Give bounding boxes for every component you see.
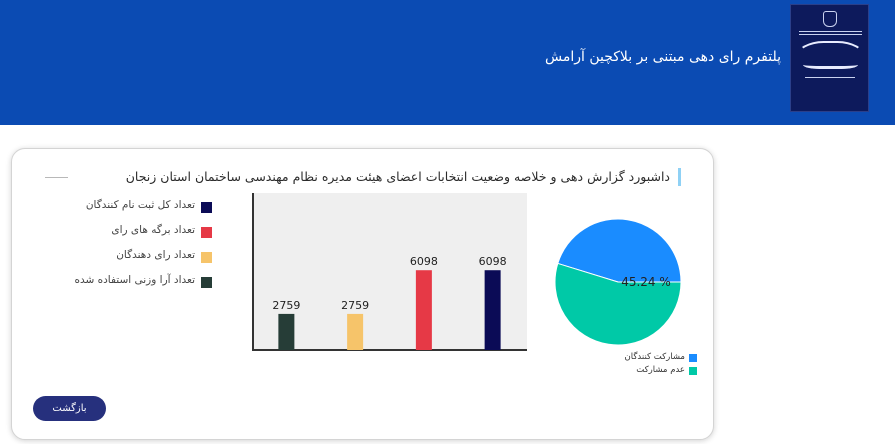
bar-4 (278, 313, 295, 350)
bar-chart: 2759 2759 6098 6098 (252, 193, 527, 351)
legend-swatch (689, 354, 697, 362)
bar-3 (347, 313, 364, 350)
bar-data-label: 6098 (410, 255, 438, 268)
bar-plot-area (252, 193, 527, 350)
legend-item: تعداد کل ثبت نام کنندگان (52, 199, 212, 224)
bar-chart-legend: تعداد کل ثبت نام کنندگان تعداد برگه های ر… (52, 199, 212, 299)
emblem-icon (823, 11, 837, 27)
legend-swatch (201, 252, 212, 263)
pie-slice-1 (557, 218, 682, 283)
dashboard-title: داشبورد گزارش دهی و خلاصه وضعیت انتخابات… (126, 168, 681, 186)
legend-label: تعداد برگه های رای (111, 224, 195, 236)
bar-data-label: 2759 (341, 299, 369, 312)
bar-data-label: 6098 (479, 255, 507, 268)
pie-data-label: 45.24 % (621, 275, 671, 289)
legend-label: مشارکت کنندگان (624, 352, 685, 362)
legend-item: تعداد آرا وزنی استفاده شده (52, 274, 212, 299)
legend-label: عدم مشارکت (636, 365, 685, 375)
dashboard-card: داشبورد گزارش دهی و خلاصه وضعیت انتخابات… (11, 148, 714, 440)
legend-item: تعداد رای دهندگان (52, 249, 212, 274)
pie-legend-item: عدم مشارکت (612, 365, 697, 378)
legend-swatch (201, 202, 212, 213)
legend-item: تعداد برگه های رای (52, 224, 212, 249)
pie-chart-legend: مشارکت کنندگان عدم مشارکت (612, 352, 697, 378)
pie-legend-item: مشارکت کنندگان (612, 352, 697, 365)
legend-label: تعداد رای دهندگان (116, 249, 195, 261)
pie-chart: 45.24 % (554, 218, 682, 346)
bar-2 (415, 270, 432, 350)
pie-slice-2 (554, 262, 682, 346)
legend-label: تعداد کل ثبت نام کنندگان (85, 199, 195, 211)
app-header: پلتفرم رای دهی مبتنی بر بلاکچین آرامش (0, 0, 895, 125)
bar-data-label: 2759 (272, 299, 300, 312)
legend-swatch (201, 277, 212, 288)
legend-label: تعداد آرا وزنی استفاده شده (74, 274, 195, 286)
election-logo (790, 4, 869, 112)
legend-swatch (201, 227, 212, 238)
legend-swatch (689, 367, 697, 375)
title-divider (45, 177, 68, 178)
bar-1 (484, 270, 501, 350)
back-button[interactable]: بازگشت (33, 396, 106, 421)
app-title: پلتفرم رای دهی مبتنی بر بلاکچین آرامش (544, 49, 781, 65)
